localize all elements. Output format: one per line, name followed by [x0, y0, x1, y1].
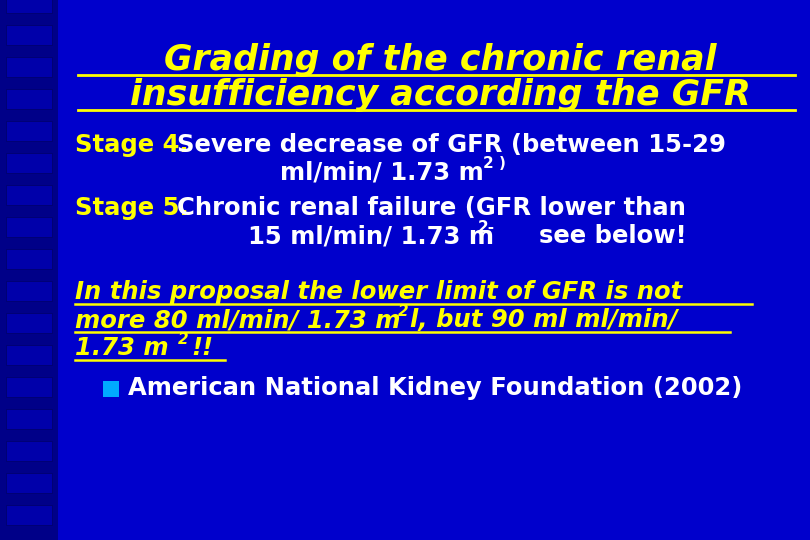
Text: Chronic renal failure (GFR lower than: Chronic renal failure (GFR lower than — [177, 196, 686, 220]
FancyBboxPatch shape — [6, 281, 52, 301]
Text: 2: 2 — [398, 303, 408, 319]
Text: 2: 2 — [178, 332, 189, 347]
Text: Severe decrease of GFR (between 15-29: Severe decrease of GFR (between 15-29 — [177, 133, 726, 157]
FancyBboxPatch shape — [6, 185, 52, 205]
FancyBboxPatch shape — [6, 89, 52, 109]
Text: 2-: 2- — [478, 219, 495, 234]
FancyBboxPatch shape — [6, 153, 52, 173]
Text: Stage 4.: Stage 4. — [75, 133, 189, 157]
Text: American National Kidney Foundation (2002): American National Kidney Foundation (200… — [128, 376, 743, 400]
Text: insufficiency according the GFR: insufficiency according the GFR — [130, 78, 750, 112]
Text: 2 ): 2 ) — [483, 156, 506, 171]
FancyBboxPatch shape — [6, 0, 52, 13]
FancyBboxPatch shape — [6, 441, 52, 461]
FancyBboxPatch shape — [6, 505, 52, 525]
FancyBboxPatch shape — [6, 377, 52, 397]
FancyBboxPatch shape — [0, 0, 58, 540]
Text: Grading of the chronic renal: Grading of the chronic renal — [164, 43, 716, 77]
Text: In this proposal the lower limit of GFR is not: In this proposal the lower limit of GFR … — [75, 280, 682, 304]
Text: more 80 ml/min/ 1.73 m: more 80 ml/min/ 1.73 m — [75, 308, 400, 332]
FancyBboxPatch shape — [103, 381, 119, 397]
FancyBboxPatch shape — [6, 25, 52, 45]
FancyBboxPatch shape — [6, 121, 52, 141]
Text: 15 ml/min/ 1.73 m: 15 ml/min/ 1.73 m — [248, 224, 494, 248]
Text: ml/min/ 1.73 m: ml/min/ 1.73 m — [280, 160, 484, 184]
Text: !!: !! — [191, 336, 213, 360]
FancyBboxPatch shape — [6, 217, 52, 237]
FancyBboxPatch shape — [6, 57, 52, 77]
FancyBboxPatch shape — [6, 249, 52, 269]
Text: 1.73 m: 1.73 m — [75, 336, 168, 360]
FancyBboxPatch shape — [6, 409, 52, 429]
FancyBboxPatch shape — [6, 473, 52, 493]
Text: Stage 5.: Stage 5. — [75, 196, 189, 220]
FancyBboxPatch shape — [6, 345, 52, 365]
Text: l, but 90 ml ml/min/: l, but 90 ml ml/min/ — [410, 308, 677, 332]
Text: see below!: see below! — [505, 224, 687, 248]
FancyBboxPatch shape — [6, 313, 52, 333]
